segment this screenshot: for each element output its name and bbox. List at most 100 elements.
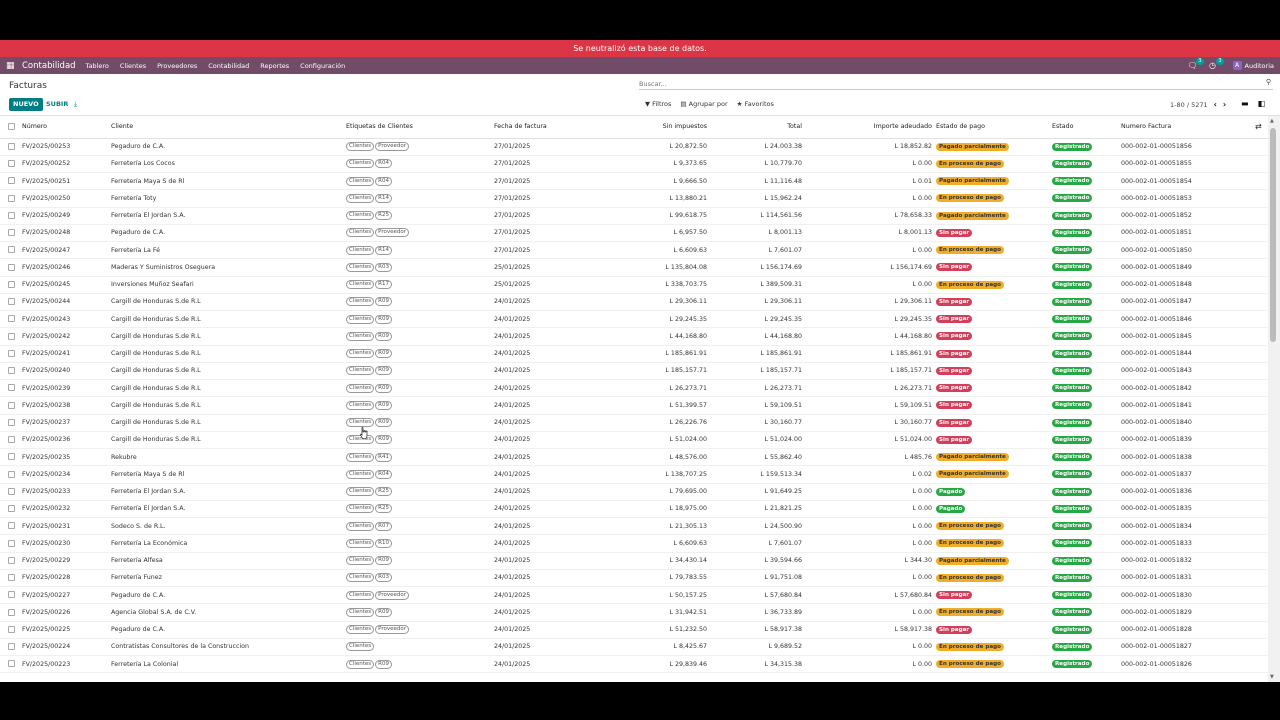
client-tag[interactable]: R09 <box>375 607 392 617</box>
client-tag[interactable]: Clientes <box>346 280 375 290</box>
search-input[interactable] <box>639 79 1239 88</box>
scrollbar[interactable]: ▲ ▼ <box>1268 116 1280 682</box>
row-checkbox[interactable] <box>0 189 22 208</box>
client-tag[interactable]: Clientes <box>346 573 375 583</box>
client-tag[interactable]: Clientes <box>346 262 375 272</box>
row-checkbox[interactable] <box>0 500 22 519</box>
row-checkbox[interactable] <box>0 207 22 225</box>
col-number[interactable]: Número <box>22 116 111 139</box>
table-row[interactable]: FV/2025/00243 Cargill de Honduras S.de R… <box>0 310 1268 329</box>
search-icon[interactable]: ⚲ <box>1265 78 1271 86</box>
table-row[interactable]: FV/2025/00241 Cargill de Honduras S.de R… <box>0 345 1268 363</box>
client-tag[interactable]: Clientes <box>346 193 375 203</box>
row-checkbox[interactable] <box>0 465 22 484</box>
table-row[interactable]: FV/2025/00233 Ferretería El Jordan S.A. … <box>0 483 1268 501</box>
row-checkbox[interactable] <box>0 345 22 363</box>
client-tag[interactable]: Clientes <box>346 245 375 255</box>
client-tag[interactable]: Clientes <box>346 504 375 514</box>
client-tag[interactable]: Proveedor <box>375 625 410 635</box>
client-tag[interactable]: R17 <box>375 280 392 290</box>
row-checkbox[interactable] <box>0 258 22 277</box>
client-tag[interactable]: R41 <box>375 452 392 462</box>
table-row[interactable]: FV/2025/00230 Ferretería La Económica Cl… <box>0 534 1268 553</box>
col-untaxed[interactable]: Sin impuestos <box>599 116 707 139</box>
table-row[interactable]: FV/2025/00229 Ferretería Alfesa Clientes… <box>0 552 1268 570</box>
row-checkbox[interactable] <box>0 603 22 622</box>
kanban-view-icon[interactable]: ◧ <box>1257 99 1266 108</box>
col-date[interactable]: Fecha de factura <box>494 116 599 139</box>
download-icon[interactable]: ⤓ <box>74 100 78 108</box>
row-checkbox[interactable] <box>0 621 22 639</box>
row-checkbox[interactable] <box>0 414 22 432</box>
client-tag[interactable]: Clientes <box>346 349 375 359</box>
row-checkbox[interactable] <box>0 534 22 553</box>
client-tag[interactable]: Clientes <box>346 642 375 652</box>
table-row[interactable]: FV/2025/00247 Ferretería La Fé Clientes R… <box>0 241 1268 260</box>
client-tag[interactable]: Clientes <box>346 297 375 307</box>
menu-configuracion[interactable]: Configuración <box>300 61 346 70</box>
row-checkbox[interactable] <box>0 327 22 346</box>
table-row[interactable]: FV/2025/00232 Ferretería El Jordan S.A. … <box>0 500 1268 519</box>
row-checkbox[interactable] <box>0 569 22 588</box>
table-row[interactable]: FV/2025/00253 Pegaduro de C.A. Clientes P… <box>0 138 1268 156</box>
row-checkbox[interactable] <box>0 448 22 467</box>
table-row[interactable]: FV/2025/00249 Ferretería El Jordan S.A. … <box>0 207 1268 225</box>
client-tag[interactable]: R03 <box>375 262 392 272</box>
client-tag[interactable]: R07 <box>375 521 392 531</box>
col-payment-state[interactable]: Estado de pago <box>936 116 1052 139</box>
table-row[interactable]: FV/2025/00242 Cargill de Honduras S.de R… <box>0 327 1268 346</box>
row-checkbox[interactable] <box>0 241 22 260</box>
table-row[interactable]: FV/2025/00252 Ferretería Los Cocos Clien… <box>0 155 1268 174</box>
optional-columns-icon[interactable]: ⇄ <box>1255 116 1268 139</box>
table-row[interactable]: FV/2025/00250 Ferretería Toty Clientes R1… <box>0 189 1268 208</box>
table-row[interactable]: FV/2025/00225 Pegaduro de C.A. Clientes P… <box>0 621 1268 639</box>
row-checkbox[interactable] <box>0 310 22 329</box>
table-row[interactable]: FV/2025/00245 Inversiones Muñoz Seafari … <box>0 276 1268 294</box>
table-row[interactable]: FV/2025/00224 Contratistas Consultores d… <box>0 638 1268 657</box>
client-tag[interactable]: R04 <box>375 469 392 479</box>
client-tag[interactable]: R09 <box>375 400 392 410</box>
table-row[interactable]: FV/2025/00248 Pegaduro de C.A. Clientes P… <box>0 224 1268 243</box>
row-checkbox[interactable] <box>0 396 22 415</box>
row-checkbox[interactable] <box>0 638 22 657</box>
client-tag[interactable]: Clientes <box>346 521 375 531</box>
pager-previous-icon[interactable]: ‹ <box>1213 100 1217 109</box>
col-tags[interactable]: Etiquetas de Clientes <box>346 116 494 139</box>
client-tag[interactable]: R09 <box>375 297 392 307</box>
client-tag[interactable]: Clientes <box>346 590 375 600</box>
client-tag[interactable]: Clientes <box>346 228 375 238</box>
table-row[interactable]: FV/2025/00228 Ferretería Funez Clientes R… <box>0 569 1268 588</box>
client-tag[interactable]: Clientes <box>346 607 375 617</box>
client-tag[interactable]: Clientes <box>346 314 375 324</box>
scroll-up-icon[interactable]: ▲ <box>1270 118 1274 124</box>
client-tag[interactable]: Clientes <box>346 176 375 186</box>
row-checkbox[interactable] <box>0 172 22 191</box>
client-tag[interactable]: Clientes <box>346 400 375 410</box>
client-tag[interactable]: Clientes <box>346 331 375 341</box>
list-view-icon[interactable]: ▬ <box>1241 99 1249 108</box>
table-row[interactable]: FV/2025/00244 Cargill de Honduras S.de R… <box>0 293 1268 312</box>
page-title[interactable]: Facturas <box>9 81 47 91</box>
client-tag[interactable]: R09 <box>375 659 392 669</box>
group-by-button[interactable]: ▤ Agrupar por <box>680 100 727 108</box>
client-tag[interactable]: Clientes <box>346 538 375 548</box>
row-checkbox[interactable] <box>0 431 22 450</box>
menu-contabilidad[interactable]: Contabilidad <box>208 61 250 70</box>
table-row[interactable]: FV/2025/00240 Cargill de Honduras S.de R… <box>0 362 1268 381</box>
table-row[interactable]: FV/2025/00239 Cargill de Honduras S.de R… <box>0 379 1268 398</box>
row-checkbox[interactable] <box>0 379 22 398</box>
col-invoice-number[interactable]: Numero Factura <box>1121 116 1255 139</box>
favorites-button[interactable]: ★ Favoritos <box>737 100 774 108</box>
client-tag[interactable]: Clientes <box>346 435 375 445</box>
row-checkbox[interactable] <box>0 655 22 674</box>
client-tag[interactable]: R25 <box>375 504 392 514</box>
client-tag[interactable]: R03 <box>375 573 392 583</box>
client-tag[interactable]: R25 <box>375 487 392 497</box>
client-tag[interactable]: Clientes <box>346 366 375 376</box>
client-tag[interactable]: R14 <box>375 193 392 203</box>
client-tag[interactable]: R09 <box>375 331 392 341</box>
table-row[interactable]: FV/2025/00234 Ferretería Maya S de Rl Cl… <box>0 465 1268 484</box>
select-all-checkbox[interactable] <box>0 116 22 139</box>
client-tag[interactable]: R04 <box>375 159 392 169</box>
table-row[interactable]: FV/2025/00231 Sodeco S. de R.L. Clientes… <box>0 517 1268 536</box>
